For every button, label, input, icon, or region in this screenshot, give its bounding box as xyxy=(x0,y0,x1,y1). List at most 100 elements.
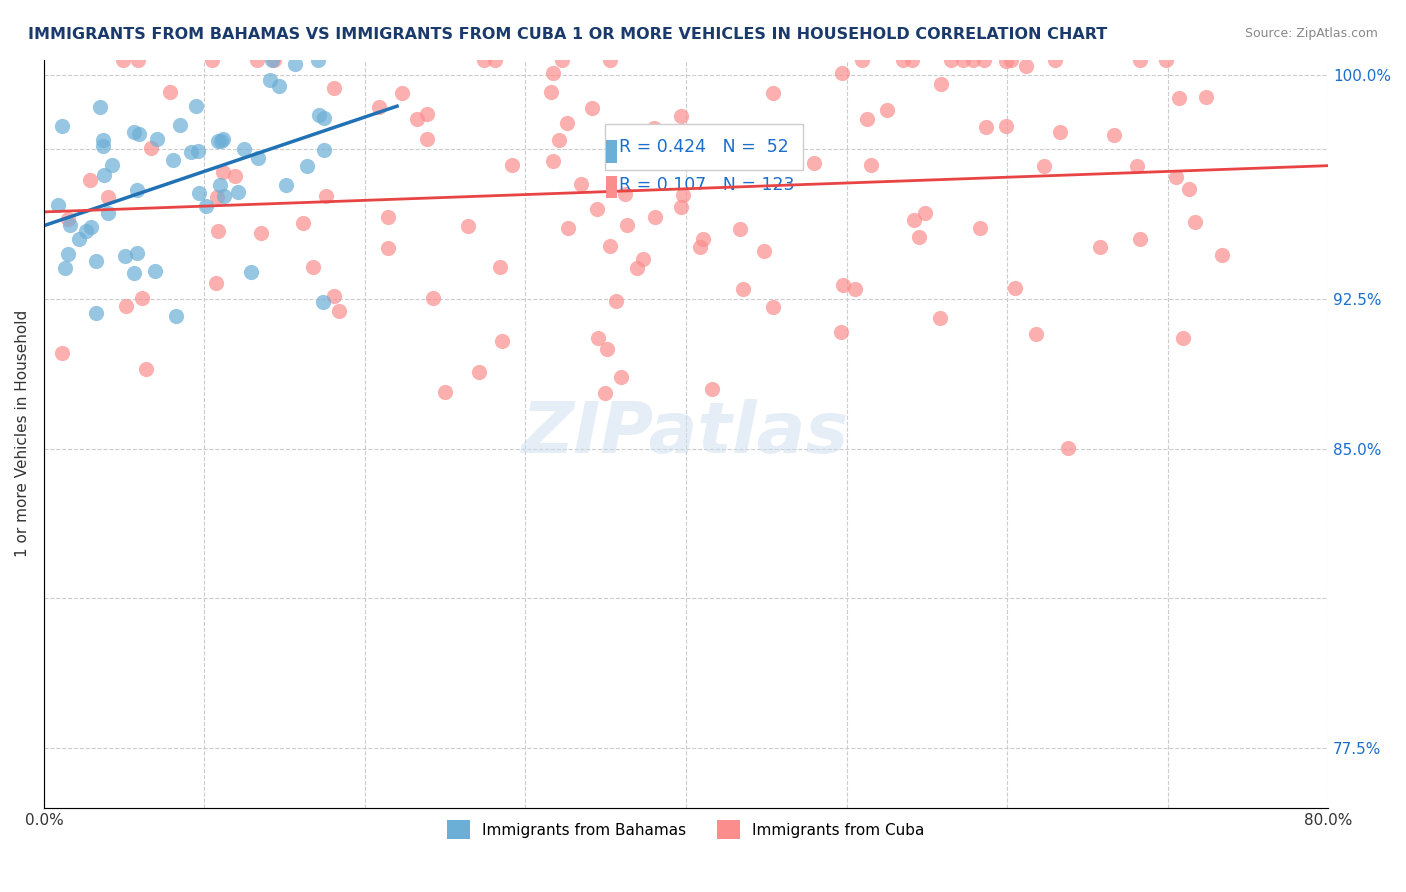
Point xyxy=(457,219,479,234)
Point xyxy=(93,168,115,182)
Point xyxy=(643,121,665,136)
Point xyxy=(700,382,723,396)
Point xyxy=(297,159,319,173)
Point xyxy=(626,260,648,275)
Point xyxy=(1004,281,1026,295)
Point xyxy=(207,224,229,238)
Point xyxy=(127,184,149,198)
Point xyxy=(131,291,153,305)
Point xyxy=(557,220,579,235)
Point xyxy=(262,53,284,67)
Point xyxy=(1129,232,1152,246)
Point xyxy=(995,54,1018,69)
Point xyxy=(1195,90,1218,104)
Point xyxy=(468,365,491,379)
Point xyxy=(803,156,825,170)
Point xyxy=(405,112,427,126)
Point xyxy=(1154,53,1177,67)
Point xyxy=(122,266,145,280)
Point xyxy=(1014,59,1036,73)
Point xyxy=(204,276,226,290)
Point xyxy=(1102,128,1125,142)
Point xyxy=(53,261,76,276)
Point xyxy=(201,53,224,67)
Point xyxy=(211,165,233,179)
Point xyxy=(844,282,866,296)
Point xyxy=(596,342,619,356)
Point xyxy=(891,53,914,67)
Point xyxy=(188,186,211,201)
Point xyxy=(489,260,512,274)
Point xyxy=(135,361,157,376)
Text: IMMIGRANTS FROM BAHAMAS VS IMMIGRANTS FROM CUBA 1 OR MORE VEHICLES IN HOUSEHOLD : IMMIGRANTS FROM BAHAMAS VS IMMIGRANTS FR… xyxy=(28,27,1108,42)
Point xyxy=(555,115,578,129)
Point xyxy=(952,53,974,67)
Point xyxy=(187,144,209,158)
Point xyxy=(267,79,290,94)
Point xyxy=(308,53,330,67)
Point xyxy=(761,87,783,101)
Point xyxy=(929,311,952,326)
Point xyxy=(599,239,621,253)
Point xyxy=(901,53,924,67)
Point xyxy=(1177,182,1199,196)
Point xyxy=(259,72,281,87)
Point xyxy=(328,304,350,318)
Point xyxy=(434,385,457,400)
Point xyxy=(224,169,246,183)
Point xyxy=(1184,215,1206,229)
Point xyxy=(207,134,229,148)
Point xyxy=(292,216,315,230)
Point xyxy=(541,154,564,169)
Point xyxy=(1125,159,1147,173)
Point xyxy=(314,144,336,158)
Point xyxy=(856,112,879,126)
Point xyxy=(540,85,562,99)
Point xyxy=(97,190,120,204)
Point xyxy=(851,53,873,67)
Point xyxy=(377,241,399,255)
Point xyxy=(1164,169,1187,184)
Point xyxy=(59,218,82,232)
Point xyxy=(962,53,984,67)
Point xyxy=(1129,53,1152,67)
Point xyxy=(671,142,693,156)
Point xyxy=(315,189,337,203)
Point xyxy=(58,247,80,261)
Point xyxy=(89,100,111,114)
Bar xyxy=(606,140,617,163)
Point xyxy=(211,132,233,146)
Point xyxy=(830,325,852,339)
Point xyxy=(274,178,297,192)
Point xyxy=(541,66,564,80)
Point xyxy=(860,158,883,172)
Text: R = 0.424   N =  52: R = 0.424 N = 52 xyxy=(619,138,789,156)
Point xyxy=(246,151,269,165)
Point xyxy=(569,177,592,191)
Point xyxy=(1167,91,1189,105)
Point xyxy=(973,53,995,67)
Point xyxy=(976,120,998,134)
Point xyxy=(143,264,166,278)
Point xyxy=(415,132,437,146)
Point xyxy=(226,185,249,199)
Point xyxy=(112,53,135,67)
Point xyxy=(391,86,413,100)
Point xyxy=(644,210,666,224)
Point xyxy=(169,118,191,132)
Point xyxy=(605,294,627,309)
Point xyxy=(484,53,506,67)
Point xyxy=(263,53,285,67)
Point xyxy=(245,53,267,67)
Point xyxy=(146,132,169,146)
Point xyxy=(832,278,855,293)
Point xyxy=(610,370,633,384)
Point xyxy=(1033,159,1056,173)
Point xyxy=(1088,240,1111,254)
Point xyxy=(159,85,181,99)
Point xyxy=(127,246,149,260)
Point xyxy=(302,260,325,274)
Point xyxy=(692,232,714,246)
Point xyxy=(186,98,208,112)
Point xyxy=(67,232,90,246)
